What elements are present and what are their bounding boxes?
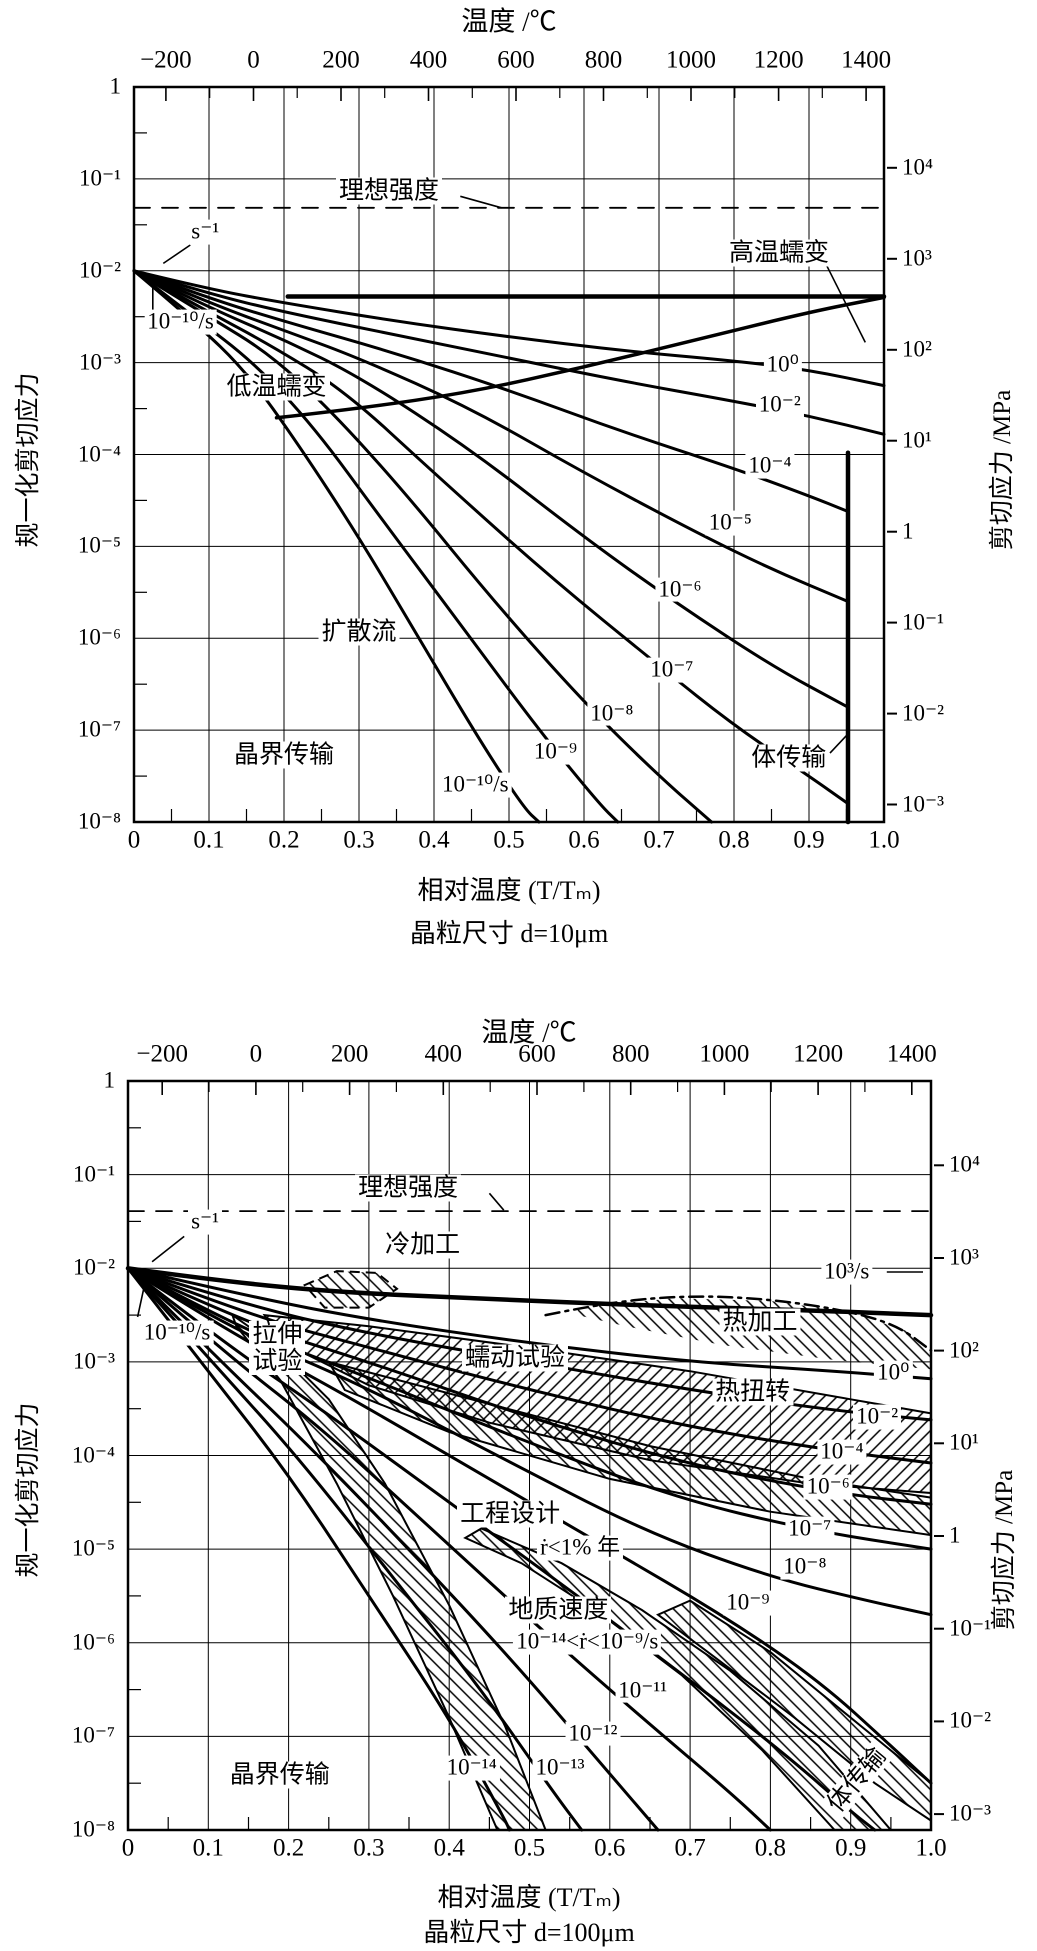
leader-line [162,244,191,265]
leader-line [488,1192,505,1211]
contour-1e-7 [132,269,850,806]
contour-1e-4 [132,269,850,513]
leader-line [151,1235,185,1263]
plot-border [132,85,886,824]
leader-line [829,734,848,754]
chart2-y-right-axis-title: 剪切应力 /MPa [991,1469,1018,1631]
leader-line [460,195,502,209]
contour-1e-11 [126,1266,772,1832]
chart1-y-left-axis-title: 规一化剪切应力 [15,372,42,548]
chart2-temperature-axis-title: 温度 /℃ [481,1017,577,1048]
leader-line [136,1283,146,1318]
chart2-x-axis-title: 相对温度 (T/Tₘ) [437,1882,621,1912]
chart1-grain-size-caption: 晶粒尺寸 d=10μm [409,918,609,948]
contour-1e-10 [126,1266,877,1832]
leader-line [826,265,867,343]
chart1-x-axis-title: 相对温度 (T/Tₘ) [417,875,601,905]
contour-1e-5 [132,269,850,603]
plot-border [126,1079,933,1832]
contour-1e0 [132,269,886,388]
tensile-loop [303,1270,399,1309]
chart2-grain-size-caption: 晶粒尺寸 d=100μm [423,1917,635,1947]
bulk-transport-band [656,1599,932,1823]
hot-working-outline [544,1295,933,1352]
contour-1e-8 [132,269,713,824]
contour-1e-12 [126,1266,660,1832]
contour-1e0 [126,1266,933,1381]
contour-1e-10 [132,269,541,824]
chart1-y-right-axis-title: 剪切应力 /MPa [989,389,1016,551]
contour-1e-13 [126,1266,584,1832]
diffusion-flow-boundary [274,295,886,420]
chart2-y-left-axis-title: 规一化剪切应力 [15,1402,42,1578]
chart1-temperature-axis-title: 温度 /℃ [461,6,557,37]
contour-1e-6 [132,269,850,709]
